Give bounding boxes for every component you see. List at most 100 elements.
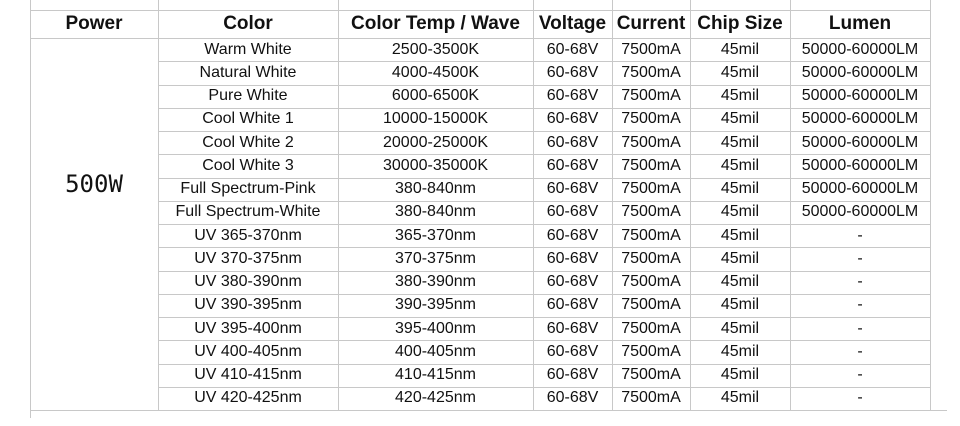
table-cell: 365-370nm	[395, 226, 476, 244]
table-cell: Pure White	[208, 87, 288, 105]
grid-line	[158, 317, 930, 318]
header-cell: Lumen	[828, 13, 892, 34]
table-cell: UV 365-370nm	[194, 226, 302, 244]
table-cell: 60-68V	[546, 180, 599, 198]
grid-line	[158, 271, 930, 272]
table-cell: 7500mA	[621, 87, 681, 105]
table-cell: 420-425nm	[395, 389, 476, 407]
table-cell: 390-395nm	[395, 296, 476, 314]
table-cell: -	[857, 273, 863, 291]
grid-line	[158, 364, 930, 365]
table-cell: 50000-60000LM	[801, 110, 919, 128]
table-cell: 20000-25000K	[383, 133, 488, 151]
table-cell: 45mil	[720, 342, 760, 360]
table-cell: 7500mA	[621, 273, 681, 291]
table-cell: 380-390nm	[395, 273, 476, 291]
table-cell: 60-68V	[546, 389, 599, 407]
table-cell: 60-68V	[546, 366, 599, 384]
table-cell: 50000-60000LM	[801, 63, 919, 81]
header-cell: Chip Size	[697, 13, 783, 34]
table-cell: 60-68V	[546, 40, 599, 58]
table-cell: UV 390-395nm	[194, 296, 302, 314]
table-cell: 45mil	[720, 319, 760, 337]
table-cell: 7500mA	[621, 366, 681, 384]
grid-line	[158, 387, 930, 388]
table-cell: 7500mA	[621, 63, 681, 81]
table-cell: 50000-60000LM	[801, 180, 919, 198]
table-cell: UV 410-415nm	[194, 366, 302, 384]
table-cell: 7500mA	[621, 40, 681, 58]
grid-line	[30, 410, 947, 411]
table-cell: -	[857, 296, 863, 314]
grid-line	[158, 201, 930, 202]
table-cell: UV 395-400nm	[194, 319, 302, 337]
table-cell: 60-68V	[546, 133, 599, 151]
table-cell: 45mil	[720, 226, 760, 244]
table-cell: 60-68V	[546, 342, 599, 360]
header-cell: Color	[223, 13, 273, 34]
table-cell: -	[857, 366, 863, 384]
header-cell: Voltage	[538, 13, 607, 34]
table-cell: UV 380-390nm	[194, 273, 302, 291]
table-cell: 6000-6500K	[391, 87, 480, 105]
grid-line	[338, 0, 339, 410]
table-cell: -	[857, 249, 863, 267]
grid-line	[612, 0, 613, 410]
table-cell: 60-68V	[546, 156, 599, 174]
grid-line	[158, 131, 930, 132]
grid-line	[158, 0, 159, 410]
header-cell: Current	[616, 13, 686, 34]
table-cell: 380-840nm	[395, 180, 476, 198]
table-cell: 50000-60000LM	[801, 87, 919, 105]
table-cell: 45mil	[720, 273, 760, 291]
table-cell: -	[857, 389, 863, 407]
table-cell: 45mil	[720, 296, 760, 314]
table-cell: 60-68V	[546, 226, 599, 244]
table-cell: 7500mA	[621, 133, 681, 151]
table-cell: 60-68V	[546, 87, 599, 105]
table-cell: 10000-15000K	[383, 110, 488, 128]
table-cell: UV 400-405nm	[194, 342, 302, 360]
table-cell: 395-400nm	[395, 319, 476, 337]
grid-line	[790, 0, 791, 410]
table-cell: 60-68V	[546, 249, 599, 267]
table-cell: Warm White	[204, 40, 292, 58]
table-cell: -	[857, 226, 863, 244]
grid-line	[690, 0, 691, 410]
table-cell: 380-840nm	[395, 203, 476, 221]
table-cell: 60-68V	[546, 273, 599, 291]
grid-line	[930, 0, 931, 410]
table-cell: 7500mA	[621, 319, 681, 337]
table-cell: 410-415nm	[395, 366, 476, 384]
table-cell: 7500mA	[621, 203, 681, 221]
table-cell: 45mil	[720, 156, 760, 174]
table-cell: 45mil	[720, 389, 760, 407]
table-cell: -	[857, 342, 863, 360]
table-cell: Full Spectrum-Pink	[180, 180, 316, 198]
table-cell: 370-375nm	[395, 249, 476, 267]
table-cell: -	[857, 319, 863, 337]
table-cell: 45mil	[720, 63, 760, 81]
table-cell: Cool White 2	[202, 133, 294, 151]
grid-line	[158, 154, 930, 155]
header-cell: Power	[65, 13, 123, 34]
grid-line	[158, 61, 930, 62]
grid-line	[30, 0, 31, 418]
table-cell: 7500mA	[621, 226, 681, 244]
table-cell: 7500mA	[621, 296, 681, 314]
table-cell: 50000-60000LM	[801, 156, 919, 174]
table-cell: 50000-60000LM	[801, 40, 919, 58]
grid-line	[158, 224, 930, 225]
table-cell: 7500mA	[621, 249, 681, 267]
table-cell: 30000-35000K	[383, 156, 488, 174]
table-cell: 7500mA	[621, 389, 681, 407]
table-cell: 45mil	[720, 203, 760, 221]
table-cell: 45mil	[720, 366, 760, 384]
table-cell: 50000-60000LM	[801, 203, 919, 221]
table-cell: 60-68V	[546, 203, 599, 221]
table-cell: 45mil	[720, 87, 760, 105]
table-cell: Cool White 1	[202, 110, 294, 128]
header-cell: Color Temp / Wave	[351, 13, 520, 34]
grid-line	[158, 294, 930, 295]
